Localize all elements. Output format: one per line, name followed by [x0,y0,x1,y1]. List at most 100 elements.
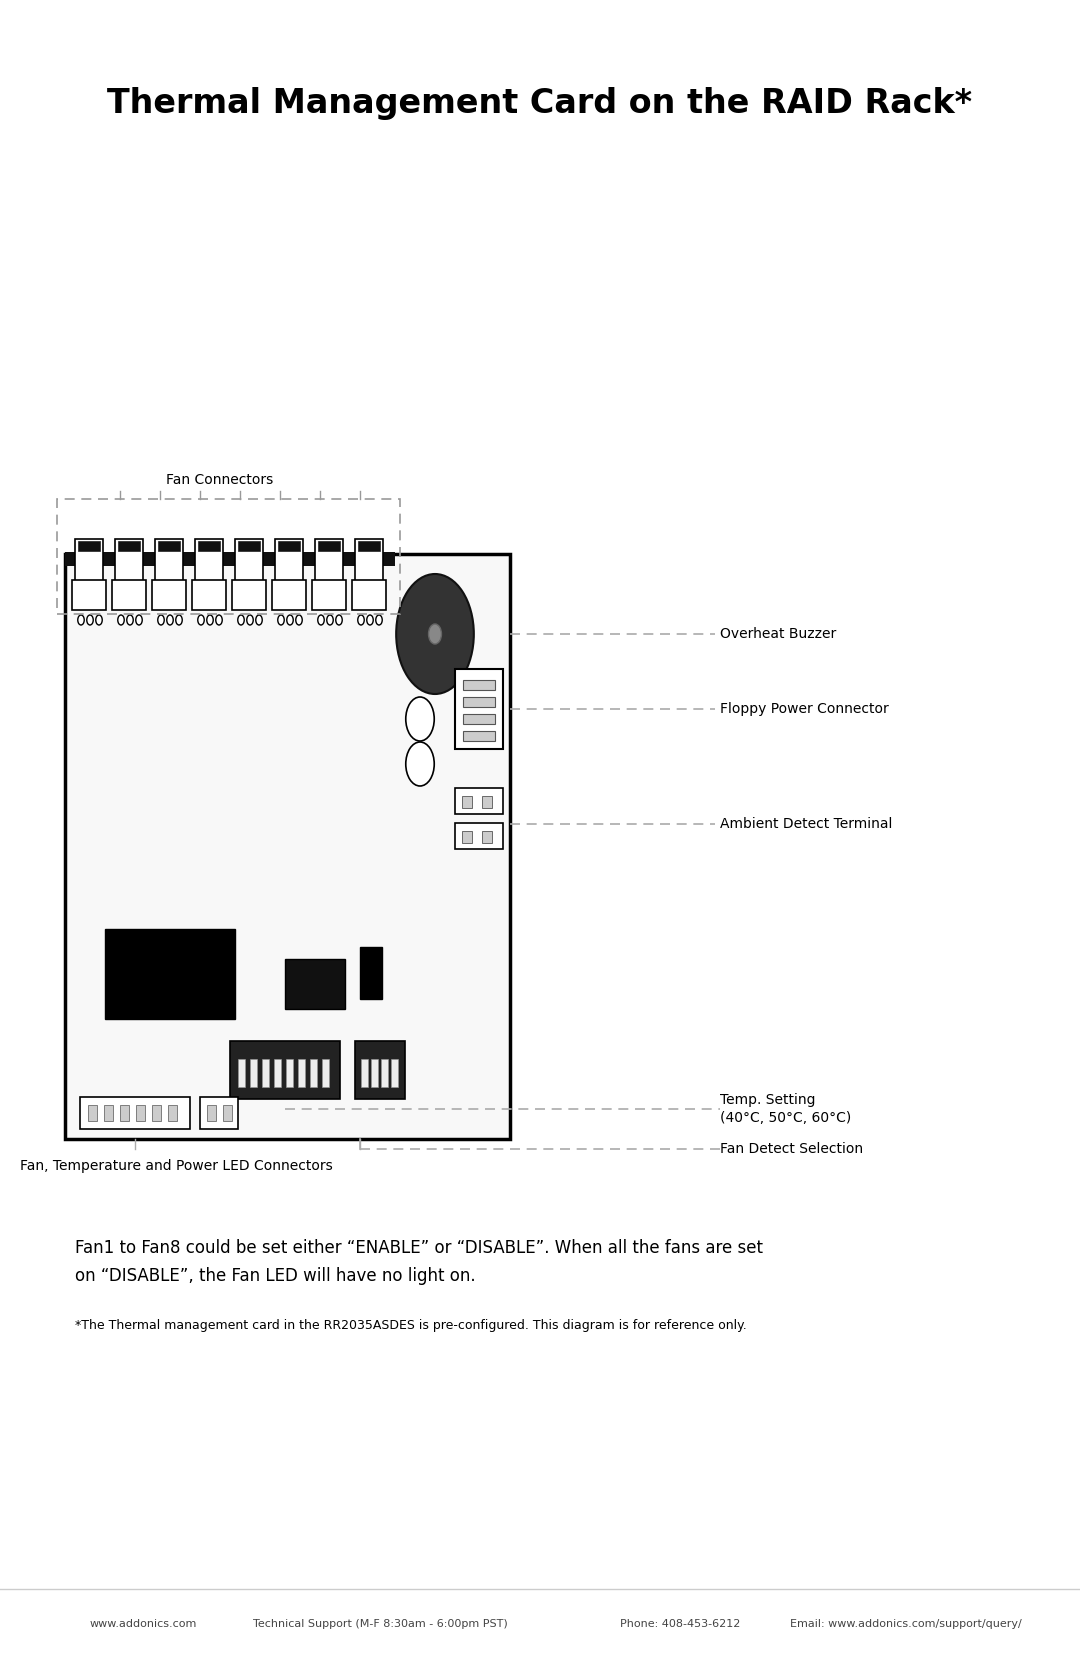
Ellipse shape [376,614,382,624]
Bar [200,1097,238,1128]
Bar [65,554,510,1138]
Bar [274,1060,281,1087]
Bar [72,581,106,609]
Bar [78,541,100,551]
Text: Email: www.addonics.com/support/query/: Email: www.addonics.com/support/query/ [789,1619,1022,1629]
Ellipse shape [296,614,302,624]
Bar [75,539,103,587]
Text: Fan Connectors: Fan Connectors [166,472,273,487]
Text: Floppy Power Connector: Floppy Power Connector [720,703,889,716]
Bar [463,698,495,708]
Bar [482,831,492,843]
Bar [278,541,300,551]
Bar [315,539,343,587]
Bar [114,539,143,587]
Bar [105,930,235,1020]
Bar [372,1060,378,1087]
Text: www.addonics.com: www.addonics.com [90,1619,198,1629]
Ellipse shape [206,614,213,624]
Bar [120,1105,129,1122]
Bar [152,581,186,609]
Ellipse shape [96,614,103,624]
Bar [104,1105,113,1122]
Bar [238,541,260,551]
Ellipse shape [118,614,124,624]
Ellipse shape [216,614,222,624]
Bar [455,823,503,850]
Bar [249,1060,257,1087]
Bar [286,1060,293,1087]
Bar [207,1105,216,1122]
Bar [463,714,495,724]
Bar [462,831,472,843]
Bar [118,541,140,551]
Bar [235,539,264,587]
Ellipse shape [429,624,442,644]
Ellipse shape [86,614,93,624]
Bar [232,581,266,609]
Bar [152,1105,161,1122]
Ellipse shape [198,614,204,624]
Bar [112,581,146,609]
Text: Overheat Buzzer: Overheat Buzzer [720,628,836,641]
Bar [361,1060,368,1087]
Ellipse shape [406,698,434,741]
Bar [482,796,492,808]
Bar [158,541,180,551]
Bar [136,1105,145,1122]
Bar [357,541,380,551]
Bar [195,539,222,587]
Text: Thermal Management Card on the RAID Rack*: Thermal Management Card on the RAID Rack… [107,87,973,120]
Bar [463,679,495,689]
Bar [391,1060,399,1087]
Bar [318,541,340,551]
Bar [238,1060,245,1087]
Bar [168,1105,177,1122]
Bar [455,669,503,749]
Bar [322,1060,329,1087]
Bar [80,1097,190,1128]
Bar [87,1105,97,1122]
Ellipse shape [367,614,374,624]
Bar [198,541,220,551]
Ellipse shape [278,614,284,624]
Ellipse shape [396,574,474,694]
Text: Fan Detect Selection: Fan Detect Selection [720,1142,863,1157]
Ellipse shape [136,614,143,624]
Bar [462,796,472,808]
Bar [352,581,386,609]
Bar [310,1060,318,1087]
Ellipse shape [126,614,133,624]
Ellipse shape [78,614,84,624]
Bar [275,539,303,587]
Bar [298,1060,305,1087]
Bar [156,539,183,587]
Bar [57,499,400,614]
Ellipse shape [318,614,324,624]
Ellipse shape [256,614,262,624]
Bar [285,960,345,1010]
Bar [355,1041,405,1098]
Ellipse shape [327,614,334,624]
Bar [463,731,495,741]
Bar [192,581,226,609]
Bar [381,1060,388,1087]
Bar [312,581,346,609]
Ellipse shape [176,614,183,624]
Bar [272,581,306,609]
Text: Fan, Temperature and Power LED Connectors: Fan, Temperature and Power LED Connector… [21,1158,333,1173]
Bar [230,1041,340,1098]
Text: Technical Support (M-F 8:30am - 6:00pm PST): Technical Support (M-F 8:30am - 6:00pm P… [253,1619,508,1629]
Text: Ambient Detect Terminal: Ambient Detect Terminal [720,818,892,831]
Bar [65,552,395,566]
Text: Temp. Setting
(40°C, 50°C, 60°C): Temp. Setting (40°C, 50°C, 60°C) [720,1093,851,1125]
Ellipse shape [246,614,253,624]
Bar [262,1060,269,1087]
Text: *The Thermal management card in the RR2035ASDES is pre-configured. This diagram : *The Thermal management card in the RR20… [75,1319,746,1332]
Ellipse shape [238,614,244,624]
Bar [222,1105,232,1122]
Ellipse shape [166,614,173,624]
Bar [455,788,503,814]
Ellipse shape [158,614,164,624]
Bar [360,946,382,1000]
